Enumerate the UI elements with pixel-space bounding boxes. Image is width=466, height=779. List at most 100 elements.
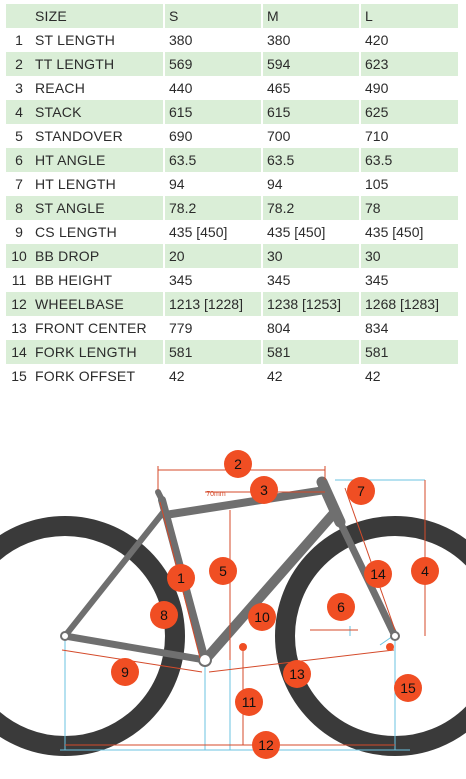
value-size-m: 804: [261, 316, 360, 340]
table-row: 12 WHEELBASE 1213 [1228] 1238 [1253] 1268 [1…: [6, 292, 458, 316]
table-row: 1 ST LENGTH 380 380 420: [6, 28, 458, 52]
callout-10: 10: [248, 603, 276, 631]
value-size-m: 594: [261, 52, 360, 76]
fork-offset-marker: [386, 643, 394, 651]
bb-drop-marker: [239, 643, 247, 651]
row-number: 7: [6, 172, 32, 196]
svg-text:7: 7: [357, 483, 365, 499]
svg-text:9: 9: [121, 664, 129, 680]
value-size-l: 42: [359, 364, 458, 388]
svg-text:12: 12: [258, 737, 274, 753]
value-size-s: 581: [163, 340, 262, 364]
value-size-m: 94: [261, 172, 360, 196]
rear-axle: [60, 631, 70, 641]
table-row: 5 STANDOVER 690 700 710: [6, 124, 458, 148]
row-number: 15: [6, 364, 32, 388]
callout-1: 1: [167, 564, 195, 592]
row-number: 4: [6, 100, 32, 124]
svg-text:6: 6: [337, 599, 345, 615]
row-label: HT LENGTH: [32, 172, 164, 196]
callout-15: 15: [394, 674, 422, 702]
row-label: CS LENGTH: [32, 220, 164, 244]
callout-3: 3: [250, 476, 278, 504]
row-label: FORK LENGTH: [32, 340, 164, 364]
value-size-s: 63.5: [163, 148, 262, 172]
value-size-l: 105: [359, 172, 458, 196]
value-size-m: 63.5: [261, 148, 360, 172]
value-size-l: 435 [450]: [359, 220, 458, 244]
header-number-cell: [6, 4, 32, 28]
header-size-s: S: [163, 4, 262, 28]
svg-text:10: 10: [254, 609, 270, 625]
callout-9: 9: [111, 658, 139, 686]
svg-text:15: 15: [400, 680, 416, 696]
value-size-m: 435 [450]: [261, 220, 360, 244]
row-number: 13: [6, 316, 32, 340]
row-number: 5: [6, 124, 32, 148]
row-number: 12: [6, 292, 32, 316]
value-size-s: 78.2: [163, 196, 262, 220]
value-size-s: 380: [163, 28, 262, 52]
svg-text:8: 8: [160, 607, 168, 623]
row-label: FORK OFFSET: [32, 364, 164, 388]
callout-6: 6: [327, 593, 355, 621]
table-header-row: SIZE S M L: [6, 4, 458, 28]
svg-text:5: 5: [219, 563, 227, 579]
value-size-s: 1213 [1228]: [163, 292, 262, 316]
row-label: STANDOVER: [32, 124, 164, 148]
header-size-m: M: [261, 4, 360, 28]
row-number: 1: [6, 28, 32, 52]
row-label: ST LENGTH: [32, 28, 164, 52]
value-size-l: 710: [359, 124, 458, 148]
value-size-m: 345: [261, 268, 360, 292]
value-size-s: 615: [163, 100, 262, 124]
value-size-s: 569: [163, 52, 262, 76]
value-size-l: 63.5: [359, 148, 458, 172]
row-label: TT LENGTH: [32, 52, 164, 76]
table-row: 10 BB DROP 20 30 30: [6, 244, 458, 268]
value-size-l: 345: [359, 268, 458, 292]
svg-text:11: 11: [242, 694, 257, 710]
value-size-s: 94: [163, 172, 262, 196]
svg-text:2: 2: [234, 456, 242, 472]
callout-5: 5: [209, 557, 237, 585]
chainstay: [61, 632, 209, 664]
value-size-m: 30: [261, 244, 360, 268]
value-size-s: 440: [163, 76, 262, 100]
table-row: 2 TT LENGTH 569 594 623: [6, 52, 458, 76]
table-row: 6 HT ANGLE 63.5 63.5 63.5: [6, 148, 458, 172]
row-label: STACK: [32, 100, 164, 124]
row-label: HT ANGLE: [32, 148, 164, 172]
svg-text:1: 1: [177, 570, 185, 586]
callouts: 1 2 3 4 5 6 7 8 9 10 11 12 13 14 15: [111, 450, 439, 759]
callout-12: 12: [252, 731, 280, 759]
geometry-table-body: SIZE S M L 1 ST LENGTH 380 380 420 2 TT LENGTH…: [6, 4, 458, 388]
callout-4: 4: [411, 557, 439, 585]
value-size-l: 1268 [1283]: [359, 292, 458, 316]
callout-13: 13: [283, 660, 311, 688]
row-number: 10: [6, 244, 32, 268]
row-label: BB DROP: [32, 244, 164, 268]
svg-text:4: 4: [421, 563, 429, 579]
bike-geometry-diagram: 70mm 1 2 3 4 5 6 7 8 9 10 11 12 13 14 15: [0, 450, 466, 759]
row-label: FRONT CENTER: [32, 316, 164, 340]
dim-14-fork-length: [344, 487, 396, 631]
header-size-l: L: [359, 4, 458, 28]
header-size-label: SIZE: [32, 4, 164, 28]
row-label: REACH: [32, 76, 164, 100]
value-size-m: 42: [261, 364, 360, 388]
value-size-s: 779: [163, 316, 262, 340]
value-size-m: 700: [261, 124, 360, 148]
value-size-l: 30: [359, 244, 458, 268]
row-number: 9: [6, 220, 32, 244]
front-axle: [390, 631, 400, 641]
top-tube: [161, 486, 329, 519]
value-size-m: 615: [261, 100, 360, 124]
value-size-s: 690: [163, 124, 262, 148]
table-row: 4 STACK 615 615 625: [6, 100, 458, 124]
table-row: 11 BB HEIGHT 345 345 345: [6, 268, 458, 292]
head-tube: [316, 476, 346, 528]
down-tube: [200, 507, 340, 665]
table-row: 14 FORK LENGTH 581 581 581: [6, 340, 458, 364]
svg-text:13: 13: [289, 666, 305, 682]
